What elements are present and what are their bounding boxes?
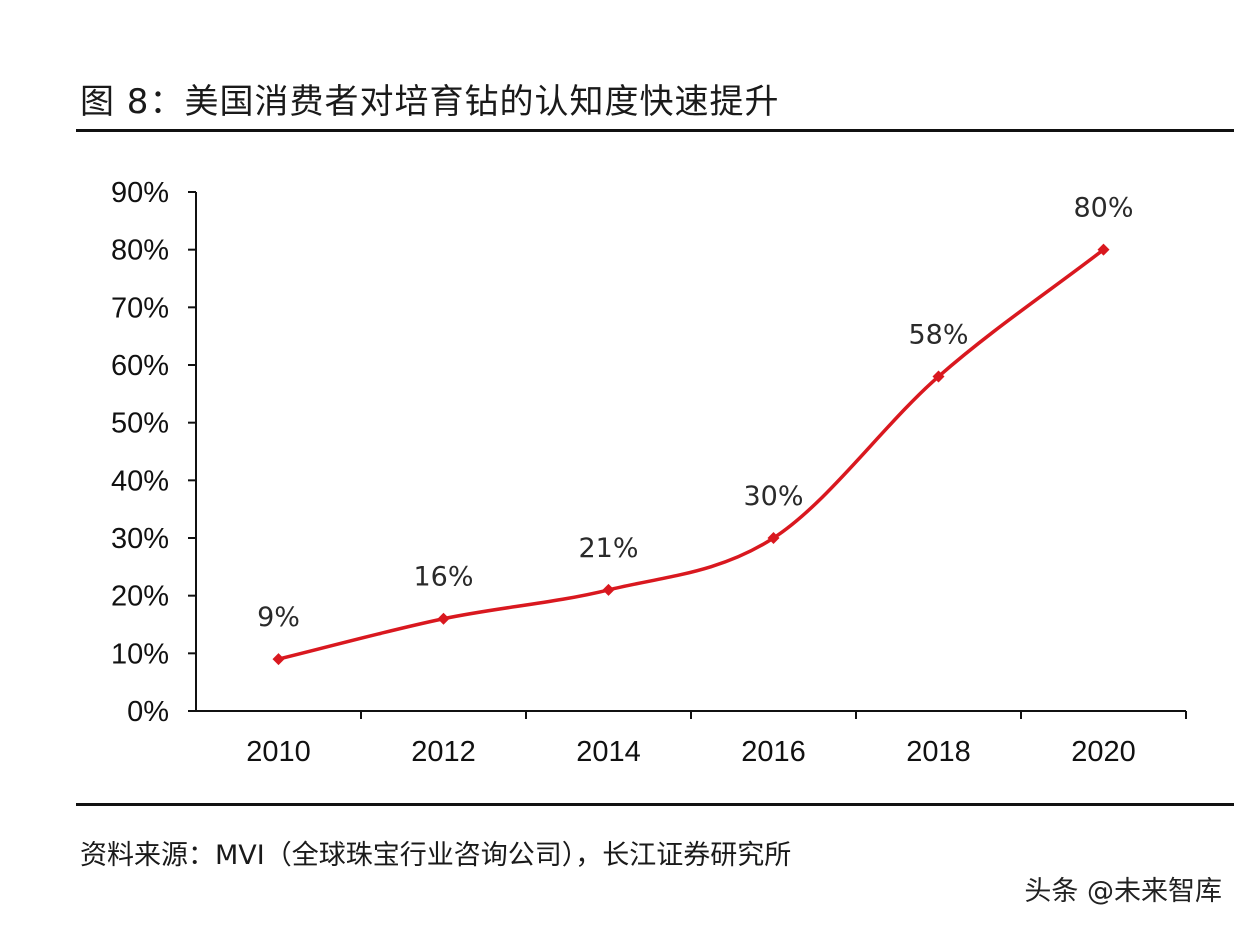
- data-point-marker: [602, 583, 615, 596]
- data-point-marker: [272, 653, 285, 666]
- y-tick-label: 10%: [111, 638, 169, 670]
- chart-title: 图 8：美国消费者对培育钻的认知度快速提升: [80, 82, 780, 122]
- data-label: 30%: [743, 481, 803, 512]
- data-point-marker: [437, 612, 450, 625]
- x-tick-label: 2016: [741, 736, 806, 768]
- y-tick-labels: 0% 10% 20% 30% 40% 50% 60% 70% 80% 90%: [111, 177, 169, 728]
- series-markers: [272, 243, 1110, 666]
- y-tick-label: 20%: [111, 581, 169, 613]
- data-label: 80%: [1073, 193, 1133, 224]
- source-rule: [76, 803, 1234, 806]
- y-tick-label: 60%: [111, 350, 169, 382]
- y-tick-label: 0%: [127, 696, 169, 728]
- watermark: 头条 @未来智库: [1024, 876, 1222, 907]
- x-tick-label: 2018: [906, 736, 971, 768]
- x-tick-label: 2010: [246, 736, 311, 768]
- data-point-marker: [767, 532, 780, 544]
- chart-axes: [188, 191, 1187, 719]
- y-tick-label: 40%: [111, 465, 169, 497]
- x-tick-label: 2014: [576, 736, 641, 768]
- source-note: 资料来源：MVI（全球珠宝行业咨询公司），长江证券研究所: [80, 840, 792, 871]
- data-label: 21%: [578, 533, 638, 564]
- y-tick-label: 70%: [111, 292, 169, 324]
- data-labels: 9% 16% 21% 30% 58% 80%: [257, 193, 1133, 633]
- data-point-marker: [932, 370, 945, 383]
- y-tick-label: 30%: [111, 523, 169, 555]
- series-line: [276, 247, 1106, 661]
- title-rule: [76, 129, 1234, 132]
- y-tick-label: 80%: [111, 235, 169, 267]
- data-label: 9%: [257, 602, 300, 633]
- x-tick-label: 2012: [411, 736, 476, 768]
- x-tick-labels: 2010 2012 2014 2016 2018 2020: [246, 736, 1136, 768]
- data-point-marker: [1097, 243, 1110, 256]
- line-chart: 0%10%20%30%40%50%60%70%80%90% 2010 2012 20…: [111, 177, 1187, 768]
- y-tick-label: 90%: [111, 177, 169, 209]
- y-tick-label: 50%: [111, 408, 169, 440]
- series-layer: [276, 247, 1106, 661]
- data-label: 58%: [908, 320, 968, 351]
- data-label: 16%: [413, 562, 473, 593]
- x-tick-label: 2020: [1071, 736, 1136, 768]
